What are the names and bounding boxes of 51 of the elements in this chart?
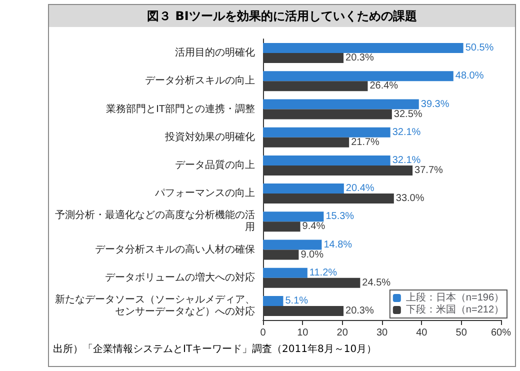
chart-title: 図３ BIツールを効果的に活用していくための課題 <box>49 5 515 27</box>
data-label: 37.7% <box>414 164 444 176</box>
data-label: 11.2% <box>309 267 338 278</box>
y-tick-label: 予測分析・最適化などの高度な分析機能の活用 <box>55 209 255 234</box>
y-tick-label: データ品質の向上 <box>175 158 255 171</box>
data-label: 21.7% <box>351 136 380 148</box>
y-tick-label: 投資対効果の明確化 <box>164 130 255 143</box>
data-label: 39.3% <box>420 98 450 110</box>
y-tick-label: 活用目的の明確化 <box>175 46 255 59</box>
data-label: 14.8% <box>324 239 352 250</box>
y-tick-label: データボリュームの増大への対応 <box>105 271 255 284</box>
y-tick-label: データ分析スキルの向上 <box>145 74 255 87</box>
x-tick-label: 0 <box>260 328 266 338</box>
bar <box>263 184 344 194</box>
x-tick-label: 40 <box>416 328 428 338</box>
data-label: 9.0% <box>300 249 324 260</box>
x-tick-label: 50 <box>456 328 468 338</box>
bar <box>263 99 419 110</box>
bar <box>263 127 390 138</box>
bar <box>263 43 464 54</box>
data-label: 20.3% <box>346 305 374 316</box>
data-label: 26.4% <box>370 80 398 92</box>
x-tick-label: 30 <box>376 328 388 338</box>
bar <box>263 212 324 222</box>
data-label: 48.0% <box>455 70 484 82</box>
data-label: 24.5% <box>362 277 391 288</box>
data-label: 50.5% <box>465 42 494 54</box>
text: 出所）「企業情報システムとITキーワード」調査（2011年8月～10月） <box>52 342 378 356</box>
bar <box>263 71 454 82</box>
x-tick-label: 20 <box>336 328 348 338</box>
bar <box>263 155 390 166</box>
y-tick-label: 新たなデータソース（ソーシャルメディア、センサーデータなど）への対応 <box>55 293 255 318</box>
y-tick-label: パフォーマンスの向上 <box>154 187 255 200</box>
legend-label: 下段：米国（n=212） <box>406 304 504 316</box>
data-label: 9.4% <box>302 221 326 232</box>
data-label: 5.1% <box>285 295 308 306</box>
x-tick-label: 10 <box>297 328 309 338</box>
data-label: 33.0% <box>396 193 424 204</box>
legend-label: 上段：日本（n=196） <box>406 292 504 304</box>
x-tick-label: 60% <box>490 328 512 338</box>
data-label: 32.5% <box>394 108 422 120</box>
data-label: 20.4% <box>346 183 374 194</box>
bar <box>263 240 322 250</box>
data-label: 15.3% <box>326 211 354 222</box>
bar <box>263 268 308 278</box>
data-label: 32.1% <box>392 126 421 138</box>
data-label: 20.3% <box>346 52 374 64</box>
bar <box>263 296 284 306</box>
y-tick-label: 業務部門とIT部門との連携・調整 <box>106 102 255 115</box>
data-label: 32.1% <box>392 154 421 166</box>
y-tick-label: データ分析スキルの高い人材の確保 <box>95 243 255 256</box>
